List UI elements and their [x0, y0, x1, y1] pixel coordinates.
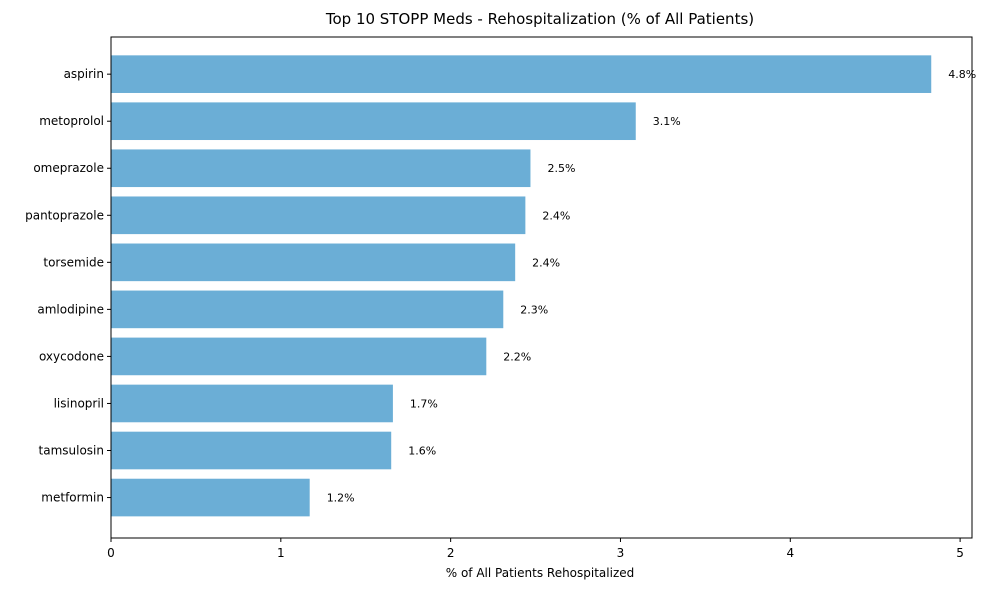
y-tick-label-omeprazole: omeprazole	[33, 161, 104, 175]
x-tick-label-0: 0	[107, 546, 115, 560]
bar-pantoprazole	[111, 196, 526, 235]
data-label-pantoprazole: 2.4%	[542, 209, 570, 222]
x-tick-label-2: 2	[447, 546, 455, 560]
x-tick-label-1: 1	[277, 546, 285, 560]
x-tick-label-4: 4	[786, 546, 794, 560]
bar-torsemide	[111, 243, 516, 282]
y-tick-label-amlodipine: amlodipine	[37, 302, 104, 316]
data-label-amlodipine: 2.3%	[520, 303, 548, 316]
y-tick-label-aspirin: aspirin	[64, 67, 104, 81]
bar-omeprazole	[111, 149, 531, 188]
plot-frame	[110, 36, 973, 539]
data-label-lisinopril: 1.7%	[410, 397, 438, 410]
bar-amlodipine	[111, 290, 504, 329]
y-tick-label-pantoprazole: pantoprazole	[25, 208, 104, 222]
data-label-metformin: 1.2%	[327, 492, 355, 505]
y-tick-label-tamsulosin: tamsulosin	[39, 444, 104, 458]
x-axis-label: % of All Patients Rehospitalized	[446, 566, 635, 580]
bars-group: 4.8% 3.1% 2.5% 2.4% 2.4% 2.3% 2.2% 1.7% 1.6% 1.2%	[111, 55, 976, 517]
bar-metformin	[111, 478, 310, 517]
x-tick-label-5: 5	[956, 546, 964, 560]
chart-title: Top 10 STOPP Meds - Rehospitalization (%…	[325, 10, 754, 28]
y-tick-label-metformin: metformin	[41, 491, 104, 505]
bar-tamsulosin	[111, 431, 392, 470]
y-tick-label-torsemide: torsemide	[43, 255, 104, 269]
bar-aspirin	[111, 55, 932, 93]
bar-oxycodone	[111, 337, 487, 376]
data-label-torsemide: 2.4%	[532, 256, 560, 269]
data-label-tamsulosin: 1.6%	[408, 445, 436, 458]
y-tick-label-oxycodone: oxycodone	[39, 349, 104, 363]
y-tick-label-metoprolol: metoprolol	[39, 114, 104, 128]
y-axis: aspirin metoprolol omeprazole pantoprazole t…	[25, 67, 111, 505]
y-tick-label-lisinopril: lisinopril	[54, 396, 104, 410]
bar-lisinopril	[111, 384, 393, 423]
bar-metoprolol	[111, 102, 636, 141]
data-label-omeprazole: 2.5%	[547, 162, 575, 175]
x-tick-label-3: 3	[617, 546, 625, 560]
data-label-metoprolol: 3.1%	[653, 115, 681, 128]
data-label-oxycodone: 2.2%	[503, 350, 531, 363]
x-axis: 0 1 2 3 4 5	[107, 538, 964, 560]
data-label-aspirin: 4.8%	[948, 68, 976, 81]
